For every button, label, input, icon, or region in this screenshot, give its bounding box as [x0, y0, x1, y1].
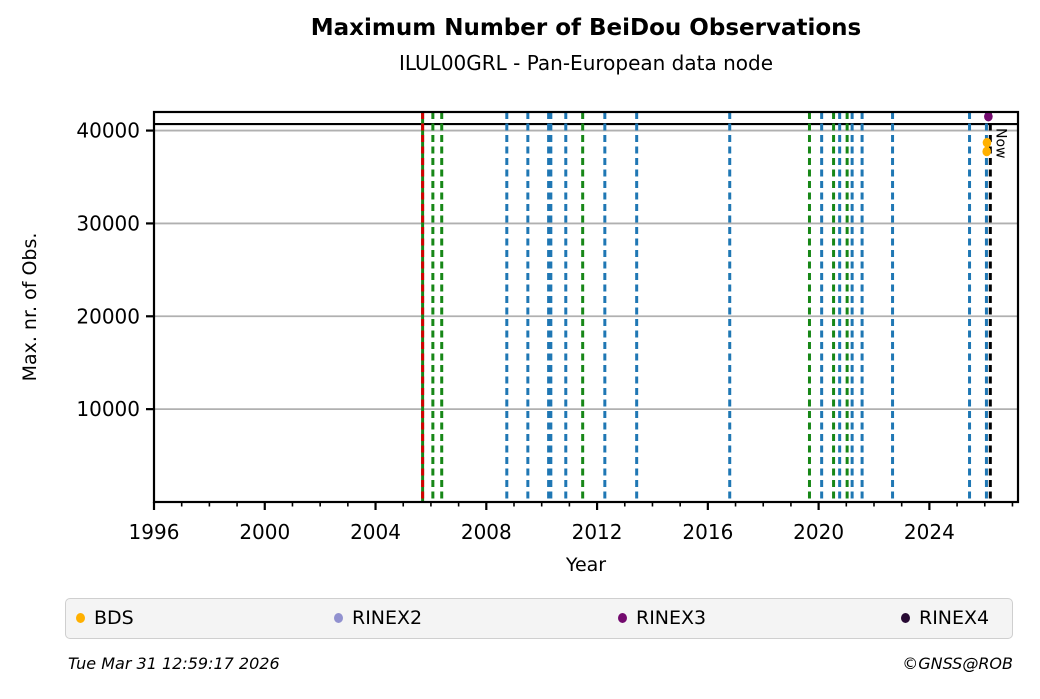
- legend-box: BDS RINEX2 RINEX3 RINEX4: [65, 598, 1013, 639]
- x-tick-label: 2020: [793, 520, 844, 544]
- y-tick-label: 40000: [76, 119, 140, 143]
- x-tick-label: 2012: [572, 520, 623, 544]
- x-tick-label: 2024: [904, 520, 955, 544]
- y-tick-label: 20000: [76, 304, 140, 328]
- chart-title: Maximum Number of BeiDou Observations: [310, 15, 862, 41]
- legend-dot-rinex2: [334, 613, 343, 623]
- data-point-bds: [982, 137, 992, 148]
- y-tick-label: 10000: [76, 397, 140, 421]
- now-label: Now: [992, 128, 1008, 158]
- x-tick-label: 2008: [461, 520, 512, 544]
- legend-label: RINEX4: [919, 607, 990, 629]
- legend-item-rinex4: RINEX4: [901, 599, 989, 637]
- x-tick-label: 2004: [350, 520, 401, 544]
- legend-label: RINEX3: [636, 607, 707, 629]
- data-point-bds: [982, 146, 992, 157]
- legend-label: BDS: [94, 607, 134, 629]
- plot-frame: [152, 110, 1020, 504]
- x-tick-label: 2016: [682, 520, 733, 544]
- x-tick-label: 1996: [129, 520, 180, 544]
- legend-item-rinex2: RINEX2: [334, 599, 422, 637]
- legend-dot-bds: [76, 613, 85, 623]
- data-point-rinex3: [984, 111, 993, 122]
- copyright-text: ©GNSS@ROB: [902, 654, 1013, 673]
- legend-item-rinex3: RINEX3: [618, 599, 706, 637]
- x-axis-label: Year: [565, 554, 607, 576]
- chart-subtitle: ILUL00GRL - Pan-European data node: [399, 50, 773, 75]
- legend-dot-rinex3: [618, 613, 627, 623]
- legend-dot-rinex4: [901, 613, 910, 623]
- timestamp-text: Tue Mar 31 12:59:17 2026: [68, 654, 280, 673]
- legend-label: RINEX2: [352, 607, 423, 629]
- x-tick-label: 2000: [239, 520, 290, 544]
- y-tick-label: 30000: [76, 211, 140, 235]
- title-block: Maximum Number of BeiDou Observations IL…: [154, 14, 1018, 75]
- y-axis-label: Max. nr. of Obs.: [19, 232, 41, 382]
- legend-item-bds: BDS: [76, 599, 134, 637]
